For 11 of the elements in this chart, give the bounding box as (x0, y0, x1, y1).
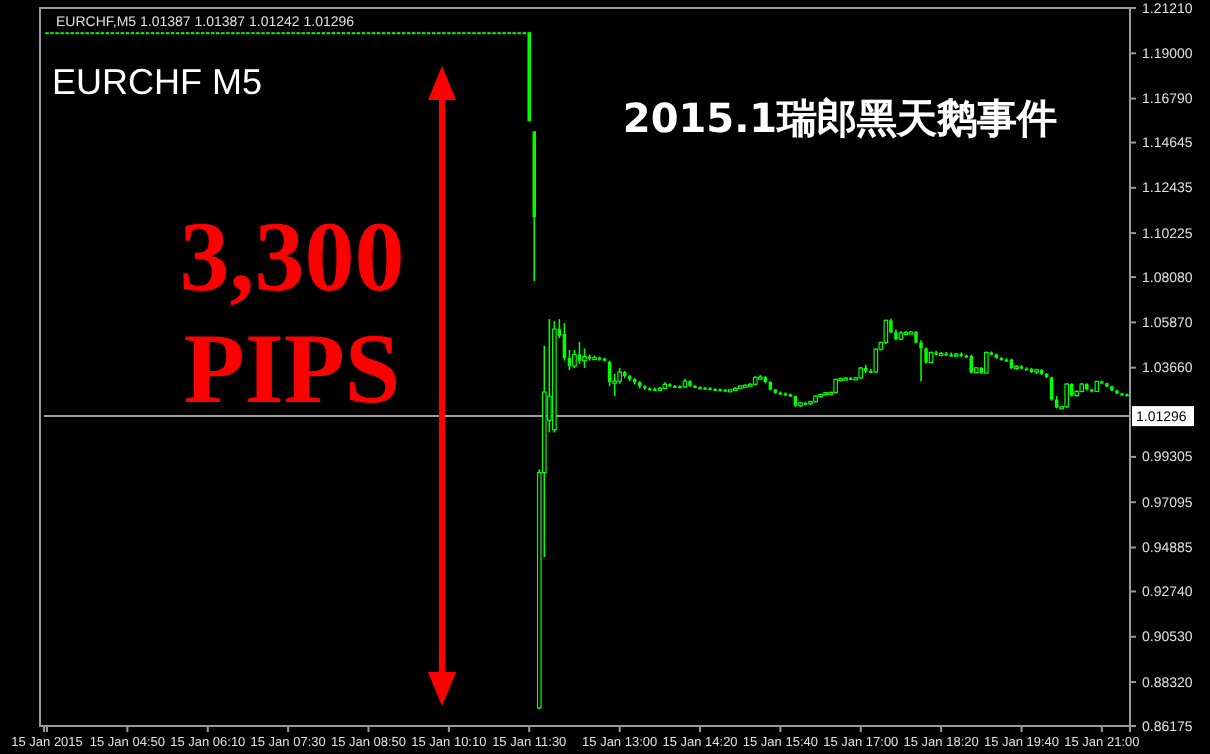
candlestick (873, 347, 879, 374)
candlestick (983, 350, 989, 375)
annotation: EURCHF M5 (52, 62, 263, 102)
candlestick (919, 339, 923, 383)
candlestick (582, 347, 587, 369)
annotation: 3,300 (179, 200, 405, 312)
text: 2015.1瑞郎黑天鹅事件 (622, 94, 1058, 142)
candlestick (1064, 382, 1070, 409)
annotation: PIPS (183, 312, 401, 424)
candlestick (883, 318, 889, 345)
candlestick (572, 349, 577, 369)
